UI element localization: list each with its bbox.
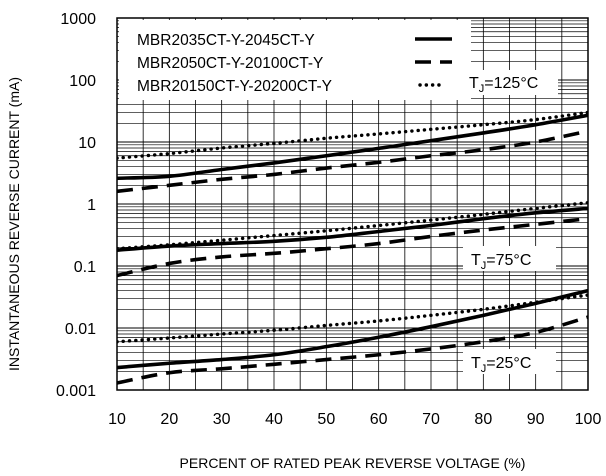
annotation-bg [463, 246, 556, 271]
y-axis-title: INSTANTANEOUS REVERSE CURRENT (mA) [6, 77, 22, 371]
y-tick-label: 10 [78, 135, 96, 152]
x-tick-label: 20 [160, 411, 178, 428]
series-line-solid [117, 288, 588, 370]
annotations: TJ=125°C TJ=75°C TJ=25°C [460, 70, 558, 375]
legend-label: MBR2050CT-Y-20100CT-Y [137, 55, 323, 72]
series-group [117, 200, 588, 278]
legend-label: MBR2035CT-Y-2045CT-Y [137, 32, 315, 49]
y-tick-label: 0.1 [74, 259, 96, 276]
series-line-dashed [117, 129, 588, 194]
x-tick-label: 80 [474, 411, 492, 428]
y-tick-label: 100 [69, 73, 96, 90]
series-group [117, 110, 588, 194]
annotation-bg [463, 349, 556, 374]
series-line-solid [117, 206, 588, 252]
plot-frame [116, 17, 589, 391]
x-tick-label: 10 [108, 411, 126, 428]
x-tick-label: 90 [527, 411, 545, 428]
x-axis-title: PERCENT OF RATED PEAK REVERSE VOLTAGE (%… [180, 455, 526, 471]
x-tick-label: 100 [575, 411, 602, 428]
series-line-dashed [117, 216, 588, 278]
y-tick-label: 1 [87, 197, 96, 214]
x-tick-label: 70 [422, 411, 440, 428]
series-line-dashed [117, 315, 588, 385]
legend-label: MBR20150CT-Y-20200CT-Y [137, 78, 332, 95]
temperature-label: TJ=75°C [471, 252, 531, 272]
series-line-solid [117, 113, 588, 181]
temperature-label: TJ=25°C [471, 355, 531, 375]
series-layer [117, 110, 588, 385]
legend-box [119, 20, 471, 100]
x-tick-labels: 10 20 30 40 50 60 70 80 90 100 [108, 411, 601, 428]
y-tick-label: 1000 [60, 11, 96, 28]
x-tick-label: 50 [317, 411, 335, 428]
y-tick-labels: 0.001 0.01 0.1 1 10 100 1000 [56, 11, 96, 400]
y-tick-label: 0.01 [65, 321, 96, 338]
legend: MBR2035CT-Y-2045CT-Y MBR2050CT-Y-20100CT-… [119, 20, 471, 100]
series-group [117, 288, 588, 385]
temperature-label: TJ=125°C [469, 75, 538, 95]
annotation-bg [460, 70, 558, 95]
x-tick-label: 60 [370, 411, 388, 428]
x-tick-label: 30 [213, 411, 231, 428]
y-tick-label: 0.001 [56, 383, 96, 400]
x-tick-label: 40 [265, 411, 283, 428]
